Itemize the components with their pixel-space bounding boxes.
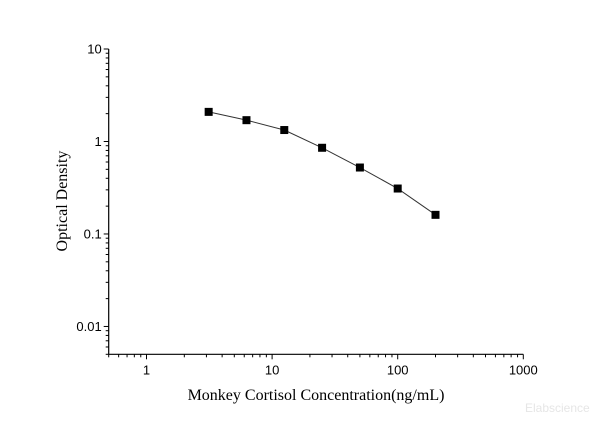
data-point xyxy=(318,143,327,152)
y-tick-label: 1 xyxy=(94,134,101,149)
data-point xyxy=(242,116,251,125)
watermark: Elabscience xyxy=(525,401,590,415)
data-point xyxy=(431,210,440,219)
y-axis-title: Optical Density xyxy=(54,151,71,252)
y-tick-label: 0.01 xyxy=(76,319,101,334)
x-axis-title: Monkey Cortisol Concentration(ng/mL) xyxy=(188,387,445,404)
x-tick-label: 1000 xyxy=(509,362,538,377)
x-tick-label: 100 xyxy=(387,362,409,377)
data-point xyxy=(280,126,289,135)
x-tick-label: 10 xyxy=(265,362,279,377)
y-tick-label: 0.1 xyxy=(84,226,102,241)
y-tick-label: 10 xyxy=(87,42,101,57)
x-tick-label: 1 xyxy=(143,362,150,377)
series xyxy=(204,107,440,219)
data-point xyxy=(355,163,364,172)
data-point xyxy=(204,107,213,116)
ticks: 1 10 100 1000 0.01 0.1 1 10 xyxy=(76,42,537,378)
axes xyxy=(108,49,524,355)
series-line xyxy=(208,111,436,216)
data-point xyxy=(393,184,402,193)
